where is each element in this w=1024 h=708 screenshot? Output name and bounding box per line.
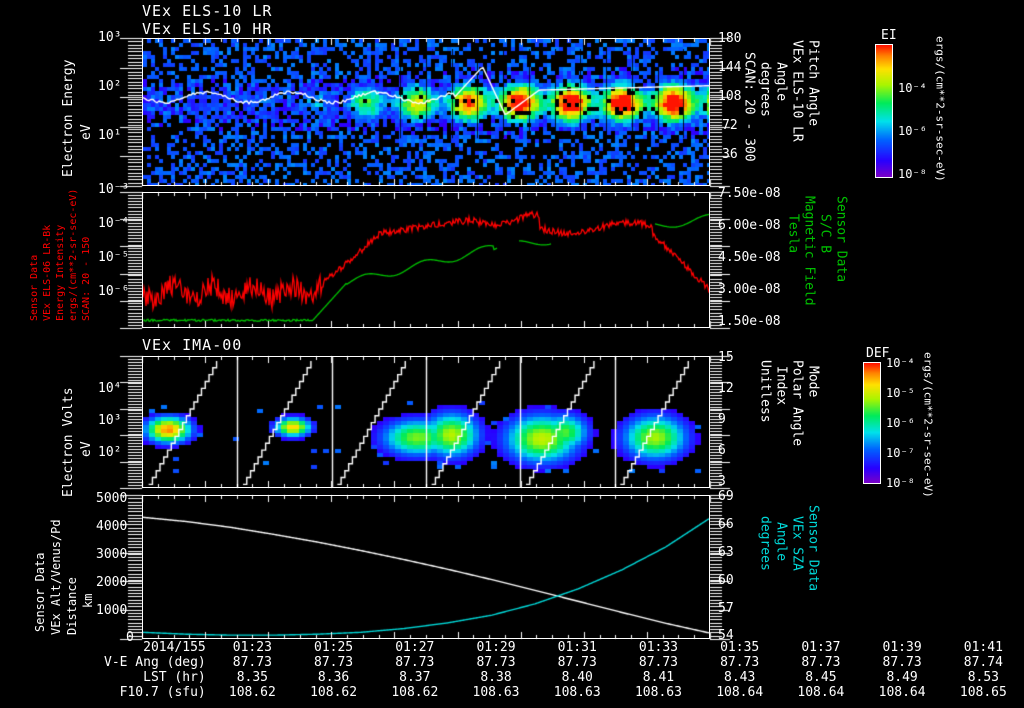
plot-root: VEx ELS-10 LR VEx ELS-10 HR Electron Ene…	[0, 0, 1024, 708]
axis-tick-marks	[0, 0, 1024, 708]
